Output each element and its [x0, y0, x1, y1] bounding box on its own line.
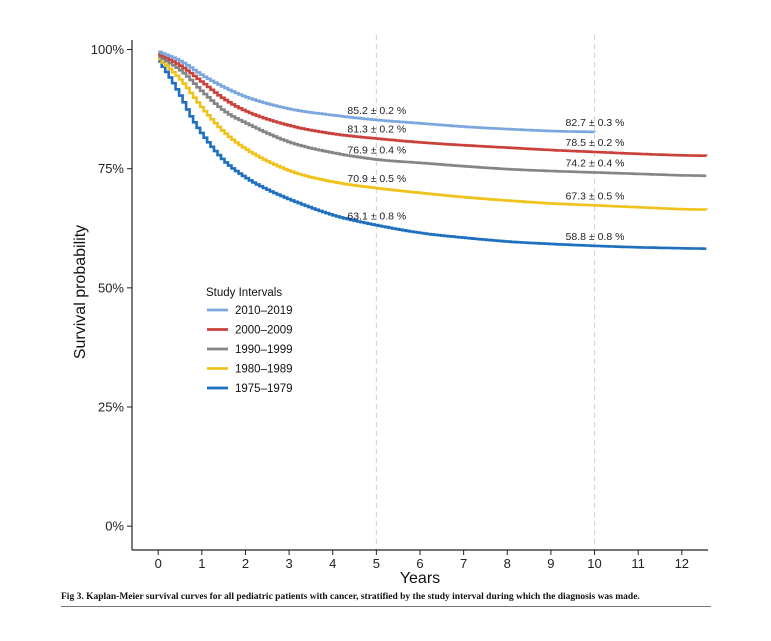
legend: Study Intervals 2010–2019 2000–2009 1990–1…: [206, 287, 293, 395]
survival-curves: [158, 50, 708, 250]
y-axis-title: Survival probability: [72, 225, 89, 359]
x-tick-label: 4: [329, 556, 336, 571]
survival-curve: [158, 57, 708, 211]
x-tick-label: 11: [631, 556, 645, 571]
value-label: 74.2 ± 0.4 %: [566, 158, 625, 170]
y-tick-label: 25%: [98, 400, 124, 415]
x-tick-label: 8: [504, 556, 511, 571]
x-tick-label: 6: [416, 556, 423, 571]
value-label: 78.5 ± 0.2 %: [566, 137, 625, 149]
legend-label: 1975–1979: [235, 383, 293, 395]
y-tick-label: 100%: [91, 42, 125, 57]
value-label: 81.3 ± 0.2 %: [347, 124, 406, 136]
legend-label: 2010–2019: [235, 305, 293, 317]
legend-label: 2000–2009: [235, 325, 293, 337]
value-label: 85.2 ± 0.2 %: [347, 105, 406, 117]
value-label: 58.8 ± 0.8 %: [566, 231, 625, 243]
survival-curve: [158, 60, 707, 250]
x-tick-label: 9: [547, 556, 554, 571]
x-tick-label: 0: [155, 556, 162, 571]
value-label: 63.1 ± 0.8 %: [347, 210, 406, 222]
x-tick-label: 5: [373, 556, 380, 571]
survival-curve: [158, 55, 707, 178]
y-tick-label: 0%: [105, 519, 124, 534]
x-tick-label: 10: [587, 556, 601, 571]
value-label: 82.7 ± 0.3 %: [566, 117, 625, 129]
x-axis-title: Years: [400, 570, 440, 587]
legend-label: 1990–1999: [235, 344, 293, 356]
value-label: 70.9 ± 0.5 %: [347, 173, 406, 185]
legend-title: Study Intervals: [206, 287, 282, 299]
axes: 0 1 2 3 4 5 6 7 8 9 10 11 120%25%50%75%100%: [91, 40, 708, 571]
x-tick-label: 7: [460, 556, 467, 571]
value-label: 76.9 ± 0.4 %: [347, 145, 406, 157]
survival-curve: [158, 50, 596, 134]
x-tick-label: 3: [285, 556, 292, 571]
x-tick-label: 2: [242, 556, 249, 571]
legend-label: 1980–1989: [235, 364, 293, 376]
caption-divider: [61, 606, 711, 607]
y-tick-label: 50%: [98, 280, 124, 295]
x-tick-label: 1: [198, 556, 205, 571]
figure-caption: Fig 3. Kaplan-Meier survival curves for …: [61, 592, 640, 602]
value-label: 67.3 ± 0.5 %: [566, 190, 625, 202]
reference-lines: [375, 35, 596, 550]
x-tick-label: 12: [675, 556, 689, 571]
y-tick-label: 75%: [98, 161, 124, 176]
annotations: 85.2 ± 0.2 % 81.3 ± 0.2 % 76.9 ± 0.4 % 70.9…: [347, 105, 624, 243]
survival-curve: [158, 53, 708, 157]
